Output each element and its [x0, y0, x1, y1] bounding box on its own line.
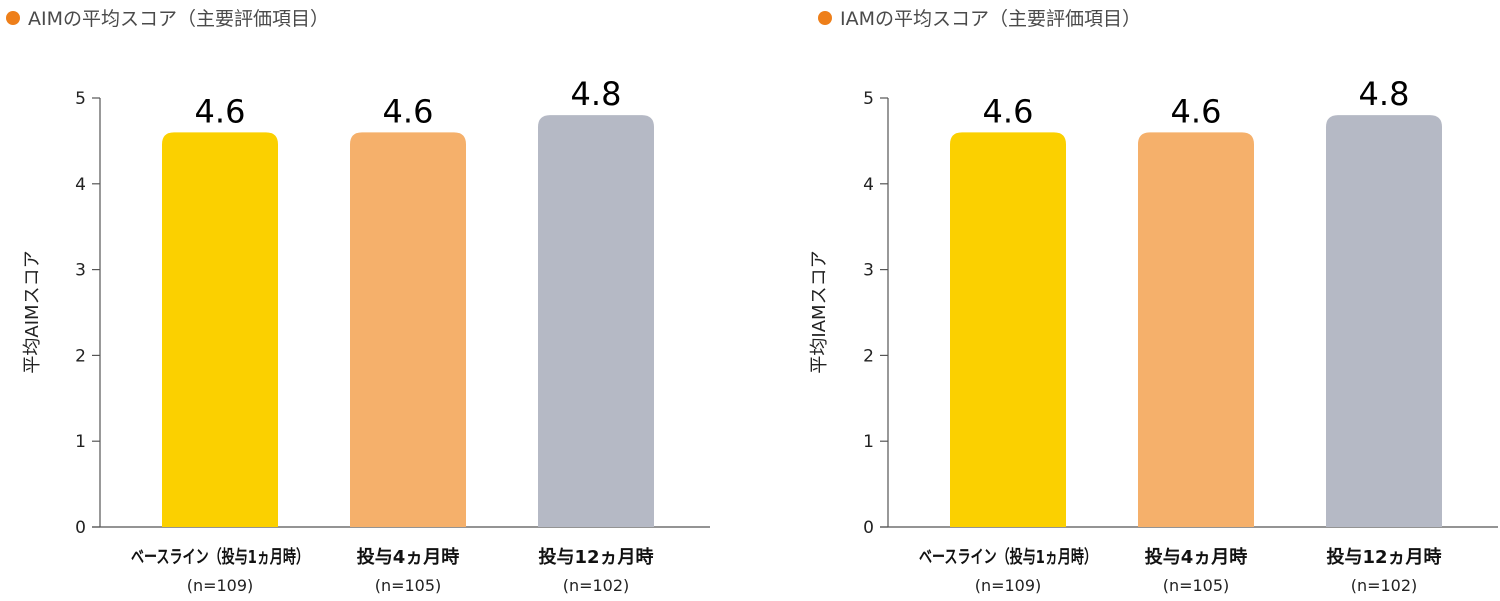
bar — [1326, 115, 1442, 527]
bars — [162, 115, 654, 527]
y-tick-label: 5 — [863, 89, 874, 109]
y-tick-label: 5 — [75, 89, 86, 109]
chart-title: AIMの平均スコア（主要評価項目） — [28, 8, 329, 30]
data-label: 4.8 — [571, 75, 622, 113]
category-label: 投与4ヵ月時 — [1145, 546, 1248, 568]
category-labels: ベースライン（投与1ヵ月時） (n=109) 投与4ヵ月時 (n=105) 投与12ヵ月… — [919, 546, 1442, 595]
y-tick-label: 2 — [75, 346, 86, 366]
y-ticks: 0 1 2 3 4 5 — [75, 89, 100, 538]
chart-title: IAMの平均スコア（主要評価項目） — [840, 8, 1141, 30]
category-sublabel: (n=102) — [563, 576, 630, 595]
bar — [162, 132, 278, 527]
bar — [350, 132, 466, 527]
y-tick-label: 4 — [863, 175, 874, 195]
category-sublabel: (n=105) — [375, 576, 442, 595]
y-tick-label: 3 — [863, 261, 874, 281]
y-tick-label: 0 — [863, 518, 874, 538]
y-axis-label: 平均AIMスコア — [22, 250, 43, 373]
y-tick-label: 2 — [863, 346, 874, 366]
data-label: 4.6 — [983, 92, 1034, 130]
title-bullet-icon — [818, 11, 832, 25]
category-sublabel: (n=109) — [187, 576, 254, 595]
bars — [950, 115, 1442, 527]
bar — [1138, 132, 1254, 527]
y-tick-label: 3 — [75, 261, 86, 281]
title-bullet-icon — [6, 11, 20, 25]
y-axis-label: 平均IAMスコア — [809, 250, 830, 373]
data-labels: 4.6 4.6 4.8 — [983, 75, 1410, 130]
y-ticks: 0 1 2 3 4 5 — [863, 89, 888, 538]
data-label: 4.6 — [383, 92, 434, 130]
data-label: 4.8 — [1359, 75, 1410, 113]
data-label: 4.6 — [195, 92, 246, 130]
data-label: 4.6 — [1171, 92, 1222, 130]
y-tick-label: 4 — [75, 175, 86, 195]
category-label: 投与12ヵ月時 — [538, 546, 653, 568]
bar — [538, 115, 654, 527]
category-label: ベースライン（投与1ヵ月時） — [131, 546, 309, 568]
y-tick-label: 1 — [75, 432, 86, 452]
category-labels: ベースライン（投与1ヵ月時） (n=109) 投与4ヵ月時 (n=105) 投与12ヵ月… — [131, 546, 654, 595]
y-tick-label: 1 — [863, 432, 874, 452]
data-labels: 4.6 4.6 4.8 — [195, 75, 622, 130]
category-sublabel: (n=109) — [975, 576, 1042, 595]
category-label: ベースライン（投与1ヵ月時） — [919, 546, 1097, 568]
category-sublabel: (n=102) — [1351, 576, 1418, 595]
category-sublabel: (n=105) — [1163, 576, 1230, 595]
category-label: 投与12ヵ月時 — [1326, 546, 1441, 568]
bar — [950, 132, 1066, 527]
y-tick-label: 0 — [75, 518, 86, 538]
category-label: 投与4ヵ月時 — [357, 546, 460, 568]
